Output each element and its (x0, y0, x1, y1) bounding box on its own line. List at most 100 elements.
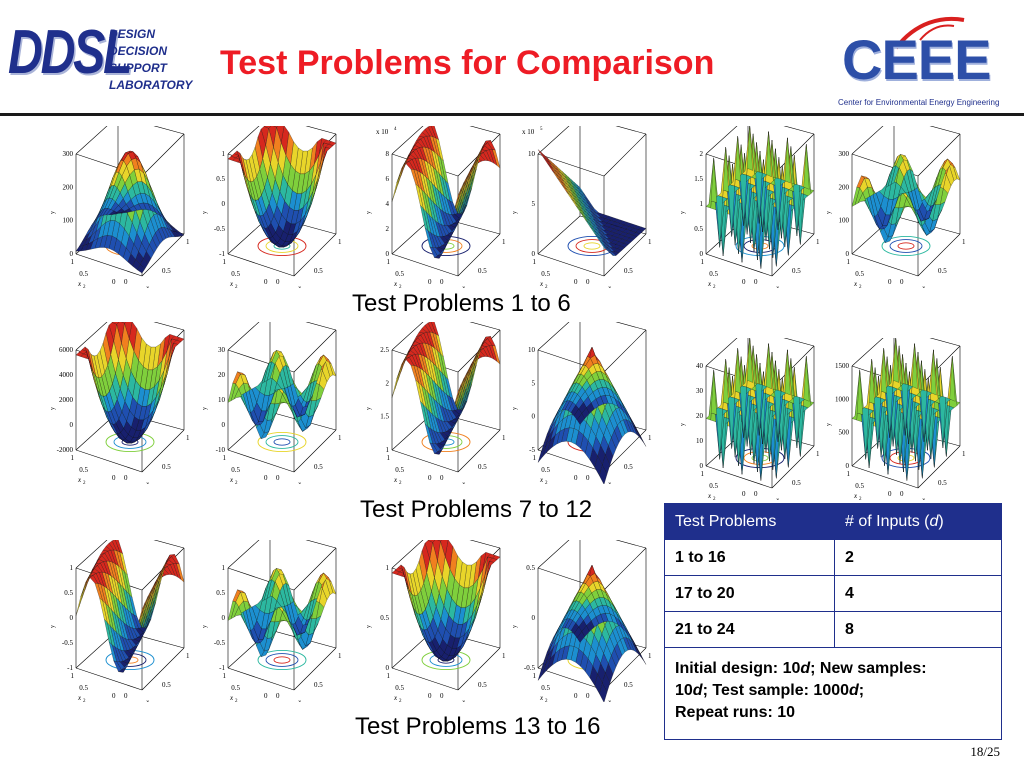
x2-tick-label: 0.5 (231, 270, 240, 278)
group-label-7-12: Test Problems 7 to 12 (360, 496, 593, 523)
note-line-3: Repeat runs: 10 (675, 704, 796, 721)
x2-axis-subscript: 2 (399, 699, 402, 702)
inputs-table: Test Problems # of Inputs (d) 1 to 16 2 … (664, 503, 1002, 740)
z-axis-label: y (202, 407, 208, 410)
z-tick-label: 1500 (835, 362, 850, 370)
surface-mesh (227, 126, 337, 248)
x2-tick-label: 0 (112, 474, 116, 482)
z-tick-label: 0 (700, 462, 704, 470)
x2-tick-label: 1 (71, 672, 75, 680)
z-tick-label: 0.5 (64, 589, 73, 597)
x2-tick-label: 0.5 (541, 684, 550, 692)
x1-axis-label: x (297, 698, 302, 702)
x1-tick-label: 0.5 (162, 267, 171, 275)
x1-axis-label: x (145, 284, 150, 288)
surface-mesh (227, 350, 337, 440)
x1-tick-label: 0 (586, 692, 590, 700)
x2-axis-label: x (77, 476, 82, 484)
z-tick-label: 1.5 (694, 175, 703, 183)
x2-tick-label: 0 (112, 692, 116, 700)
x1-tick-label: 0 (276, 474, 280, 482)
table-note-row: Initial design: 10d; New samples: 10d; T… (664, 647, 1002, 740)
z-axis-label: y (202, 625, 208, 628)
x2-tick-label: 0 (428, 474, 432, 482)
z-tick-label: -10 (216, 446, 226, 454)
x1-tick-label: 1 (502, 652, 506, 660)
row-inputs: 4 (834, 575, 1002, 612)
x1-tick-label: 0.5 (314, 681, 323, 689)
x2-axis-subscript: 2 (713, 285, 716, 288)
x1-tick-label: 0.5 (478, 681, 487, 689)
x1-tick-label: 0 (276, 278, 280, 286)
x1-axis-label: x (297, 480, 302, 484)
note-text: Initial design: 10 (675, 660, 801, 677)
x1-tick-label: 0 (900, 490, 904, 498)
x1-axis-label: x (921, 496, 926, 500)
x2-tick-label: 1 (223, 454, 227, 462)
x2-tick-label: 1 (847, 470, 851, 478)
z-tick-label: 0.5 (380, 614, 389, 622)
x1-tick-label: 1 (816, 450, 820, 458)
x2-axis-subscript: 2 (399, 481, 402, 484)
z-tick-label: 2 (386, 379, 390, 387)
x2-axis-label: x (539, 476, 544, 484)
ddsl-line: LABORATORY (109, 78, 193, 92)
z-axis-label: y (366, 211, 372, 214)
ddsl-logo: DDSL DESIGN DECISION SUPPORT LABORATORY (8, 18, 192, 112)
x1-tick-label: 1 (186, 652, 190, 660)
x2-axis-label: x (853, 280, 858, 288)
x2-axis-label: x (229, 476, 234, 484)
x2-axis-label: x (393, 694, 398, 702)
x2-axis-label: x (393, 280, 398, 288)
x2-tick-label: 0 (574, 278, 578, 286)
z-tick-label: -2000 (57, 446, 74, 454)
x1-axis-label: x (145, 698, 150, 702)
note-text: ; (858, 682, 865, 699)
ddsl-logo-wordmark: DDSL (8, 18, 133, 87)
x1-tick-label: 1 (962, 238, 966, 246)
z-tick-label: 2.5 (380, 346, 389, 354)
z-tick-label: 5 (532, 379, 536, 387)
note-var: d (692, 682, 703, 699)
table-row: 17 to 20 4 (664, 575, 1002, 612)
x1-axis-label: x (461, 284, 466, 288)
surface-mesh (705, 338, 815, 481)
x2-tick-label: 0.5 (709, 482, 718, 490)
x2-axis-subscript: 2 (859, 497, 862, 500)
x1-tick-label: 0.5 (478, 463, 487, 471)
x2-axis-label: x (229, 694, 234, 702)
z-tick-label: 10 (218, 396, 226, 404)
z-tick-label: -5 (529, 446, 535, 454)
x1-tick-label: 0 (586, 474, 590, 482)
x2-tick-label: 0.5 (541, 270, 550, 278)
x2-axis-subscript: 2 (859, 285, 862, 288)
z-axis-label: y (366, 625, 372, 628)
x1-tick-label: 0 (440, 692, 444, 700)
note-line-1: Initial design: 10d; New samples: (675, 658, 991, 680)
surface-mesh (851, 338, 961, 481)
x1-tick-label: 1 (186, 238, 190, 246)
x2-tick-label: 0.5 (709, 270, 718, 278)
x2-axis-label: x (539, 694, 544, 702)
x1-axis-label: x (145, 480, 150, 484)
z-tick-label: 0 (532, 614, 536, 622)
z-tick-label: 10 (528, 346, 536, 354)
x1-tick-label: 0.5 (624, 267, 633, 275)
surface-mesh (391, 126, 501, 259)
floor-contours (257, 431, 307, 453)
z-tick-label: 300 (839, 150, 850, 158)
x1-tick-label: 0 (124, 474, 128, 482)
x2-tick-label: 1 (387, 672, 391, 680)
z-tick-label: 0 (846, 250, 850, 258)
note-text: ; New samples: (810, 660, 927, 677)
